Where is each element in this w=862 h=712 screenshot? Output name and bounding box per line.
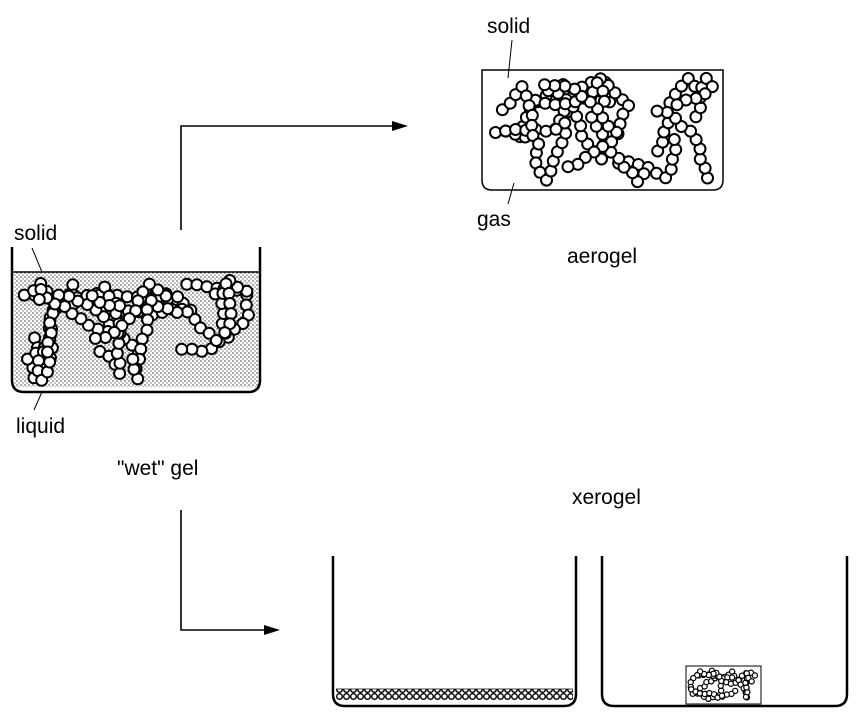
gel-particle (751, 672, 759, 679)
gel-particle (85, 289, 99, 303)
gel-particle (88, 331, 102, 345)
gel-particle (549, 122, 563, 136)
aerogel-block (481, 69, 724, 191)
wet-gel-container (10, 247, 262, 394)
gel-particle (32, 293, 46, 306)
gel-particle (126, 352, 140, 366)
aerogel-gas-label: gas (477, 208, 511, 231)
xerogel-title: xerogel (572, 486, 641, 509)
arrow-to-xerogel (180, 510, 280, 635)
aerogel-title: aerogel (567, 245, 638, 268)
gel-particle (558, 116, 572, 130)
wet-gel-particle-network (17, 274, 255, 387)
gel-particle (175, 342, 189, 356)
wet-gel-title: "wet" gel (117, 457, 199, 480)
gel-particle (209, 334, 223, 347)
leader-lines (31, 39, 515, 411)
gel-particle (171, 290, 185, 304)
gel-particle (650, 104, 664, 118)
gel-particle (667, 133, 681, 146)
gel-particle (218, 326, 232, 340)
arrow-to-aerogel (180, 121, 408, 230)
xerogel-shrunken-network (687, 667, 759, 703)
wet-gel-solid-label: solid (14, 222, 58, 245)
gel-particle (748, 678, 755, 685)
wet-gel-liquid-label: liquid (16, 415, 66, 438)
xerogel-container-compact (600, 556, 849, 708)
gel-particle (538, 78, 552, 92)
gel-particle (561, 160, 575, 174)
gel-particle (532, 137, 546, 151)
xerogel-container-collapsed (331, 556, 578, 708)
aerogel-solid-label: solid (487, 15, 531, 38)
aerogel-particle-network (489, 71, 719, 189)
gel-particle (718, 692, 726, 700)
gel-particle (670, 98, 684, 112)
gel-particle (41, 345, 54, 359)
